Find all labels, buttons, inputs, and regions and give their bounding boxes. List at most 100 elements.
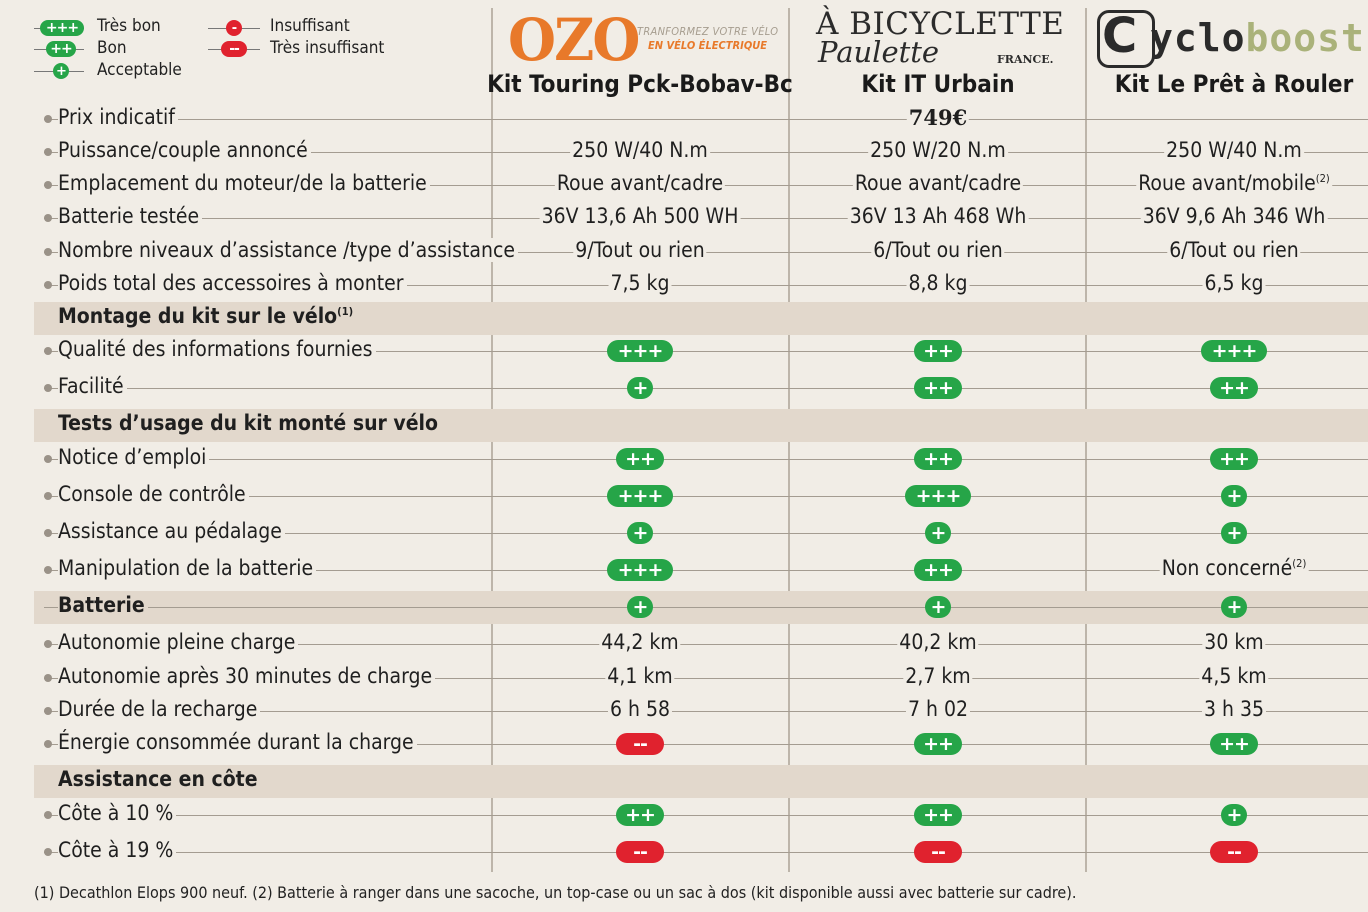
- rating-cell: ++: [914, 733, 962, 755]
- row-label: Batterie testée: [58, 204, 203, 228]
- row-rule: [44, 119, 1368, 120]
- row-label: Poids total des accessoires à monter: [58, 271, 407, 295]
- row-rule: [44, 607, 1368, 608]
- row-label: Assistance au pédalage: [58, 519, 285, 543]
- legend-tres-bon: Très bon: [97, 16, 161, 36]
- cell-value: 2,7 km: [903, 664, 973, 688]
- cell-text: 6/Tout ou rien: [1169, 238, 1299, 262]
- cell-text: 3 h 35: [1203, 697, 1265, 721]
- row-rule: [44, 285, 1368, 286]
- rating-two-minus-icon: --: [914, 841, 962, 863]
- rating-cell: ++: [914, 377, 962, 399]
- row-label-text: Côte à 19 %: [58, 838, 174, 862]
- cell-value: 30 km: [1202, 630, 1266, 654]
- table-row: Facilité + ++ ++: [34, 374, 1368, 402]
- row-bullet-icon: [44, 492, 52, 500]
- rating-cell: +: [627, 377, 653, 399]
- row-rule: [44, 644, 1368, 645]
- rating-two-plus-icon: ++: [1210, 448, 1258, 470]
- row-rule: [44, 852, 1368, 853]
- section-title: Batterie: [58, 593, 148, 617]
- row-rule: [44, 744, 1368, 745]
- cell-value: 6/Tout ou rien: [871, 238, 1005, 262]
- cell-text: 6 h 58: [609, 697, 671, 721]
- rating-cell: +++: [905, 485, 971, 507]
- rating-three-plus-icon: +++: [40, 20, 84, 36]
- row-rule: [44, 678, 1368, 679]
- cell-value: 250 W/40 N.m: [570, 138, 710, 162]
- legend-insuffisant: Insuffisant: [270, 16, 350, 36]
- row-bullet-icon: [44, 566, 52, 574]
- rating-two-minus-icon: --: [1210, 841, 1258, 863]
- row-bullet-icon: [44, 529, 52, 537]
- rating-two-plus-icon: ++: [1210, 377, 1258, 399]
- abp-logo-line: Paulette: [818, 35, 940, 69]
- rating-two-plus-icon: ++: [914, 733, 962, 755]
- cell-value: 36V 13 Ah 468 Wh: [847, 204, 1029, 228]
- cell-text: 250 W/40 N.m: [1166, 138, 1302, 162]
- row-label-text: Côte à 10 %: [58, 801, 174, 825]
- rating-cell: ++: [1210, 377, 1258, 399]
- cell-text: 4,1 km: [607, 664, 673, 688]
- legend-bon: Bon: [97, 38, 127, 58]
- footnote: (1) Decathlon Elops 900 neuf. (2) Batter…: [34, 883, 1077, 902]
- cell-value: 6,5 kg: [1202, 271, 1266, 295]
- row-label-text: Batterie: [58, 593, 145, 617]
- ozo-tagline: TRANFORMEZ VOTRE VÉLO: [637, 25, 779, 38]
- rating-one-plus-icon: +: [627, 377, 653, 399]
- rating-cell: +: [627, 596, 653, 618]
- row-label: Manipulation de la batterie: [58, 556, 317, 580]
- rating-cell: ++: [914, 340, 962, 362]
- table-row: Notice d’emploi ++ ++ ++: [34, 445, 1368, 473]
- row-bullet-icon: [44, 740, 52, 748]
- table-row: Nombre niveaux d’assistance /type d’assi…: [34, 238, 1368, 266]
- rating-two-minus-icon: --: [221, 41, 247, 57]
- cell-value: 8,8 kg: [906, 271, 970, 295]
- cell-text: 4,5 km: [1201, 664, 1267, 688]
- rating-cell: +: [627, 522, 653, 544]
- rating-cell: +++: [607, 340, 673, 362]
- rating-one-plus-icon: +: [53, 63, 69, 79]
- cell-text: 7 h 02: [907, 697, 969, 721]
- rating-two-plus-icon: ++: [914, 340, 962, 362]
- section-row: Batterie + + +: [34, 593, 1368, 621]
- row-label: Facilité: [58, 374, 127, 398]
- product-name: Kit IT Urbain: [861, 70, 1015, 98]
- row-bullet-icon: [44, 181, 52, 189]
- row-label: Emplacement du moteur/de la batterie: [58, 171, 430, 195]
- cell-value: Roue avant/cadre: [554, 171, 726, 195]
- cell-text: 6,5 kg: [1204, 271, 1264, 295]
- cell-value: 36V 13,6 Ah 500 WH: [539, 204, 741, 228]
- row-label: Côte à 10 %: [58, 801, 177, 825]
- row-label-text: Durée de la recharge: [58, 697, 258, 721]
- rating-cell: +++: [607, 559, 673, 581]
- rating-cell: +: [1221, 522, 1247, 544]
- cell-value: 749€: [906, 105, 970, 130]
- row-label-text: Console de contrôle: [58, 482, 246, 506]
- row-label-text: Manipulation de la batterie: [58, 556, 314, 580]
- row-rule: [44, 388, 1368, 389]
- rating-three-plus-icon: +++: [607, 559, 673, 581]
- row-bullet-icon: [44, 248, 52, 256]
- rating-three-plus-icon: +++: [1201, 340, 1267, 362]
- cell-text: 7,5 kg: [610, 271, 670, 295]
- row-label-text: Puissance/couple annoncé: [58, 138, 308, 162]
- rating-two-plus-icon: ++: [616, 448, 664, 470]
- cell-text: 44,2 km: [601, 630, 679, 654]
- row-label: Notice d’emploi: [58, 445, 210, 469]
- row-label-text: Autonomie après 30 minutes de charge: [58, 664, 433, 688]
- cell-text: 749€: [908, 105, 968, 130]
- row-rule: [44, 570, 1368, 571]
- footnote-ref: (2): [1315, 172, 1330, 185]
- row-bullet-icon: [44, 707, 52, 715]
- row-label: Prix indicatif: [58, 105, 178, 129]
- cycloboost-logo-word-b: boost: [1245, 16, 1365, 60]
- rating-cell: --: [616, 841, 664, 863]
- cell-text: Roue avant/mobile: [1138, 171, 1316, 195]
- abp-logo-line: À BICYCLETTE: [816, 6, 1065, 42]
- rating-cell: +: [925, 596, 951, 618]
- row-bullet-icon: [44, 148, 52, 156]
- row-bullet-icon: [44, 115, 52, 123]
- row-label: Puissance/couple annoncé: [58, 138, 311, 162]
- row-rule: [44, 711, 1368, 712]
